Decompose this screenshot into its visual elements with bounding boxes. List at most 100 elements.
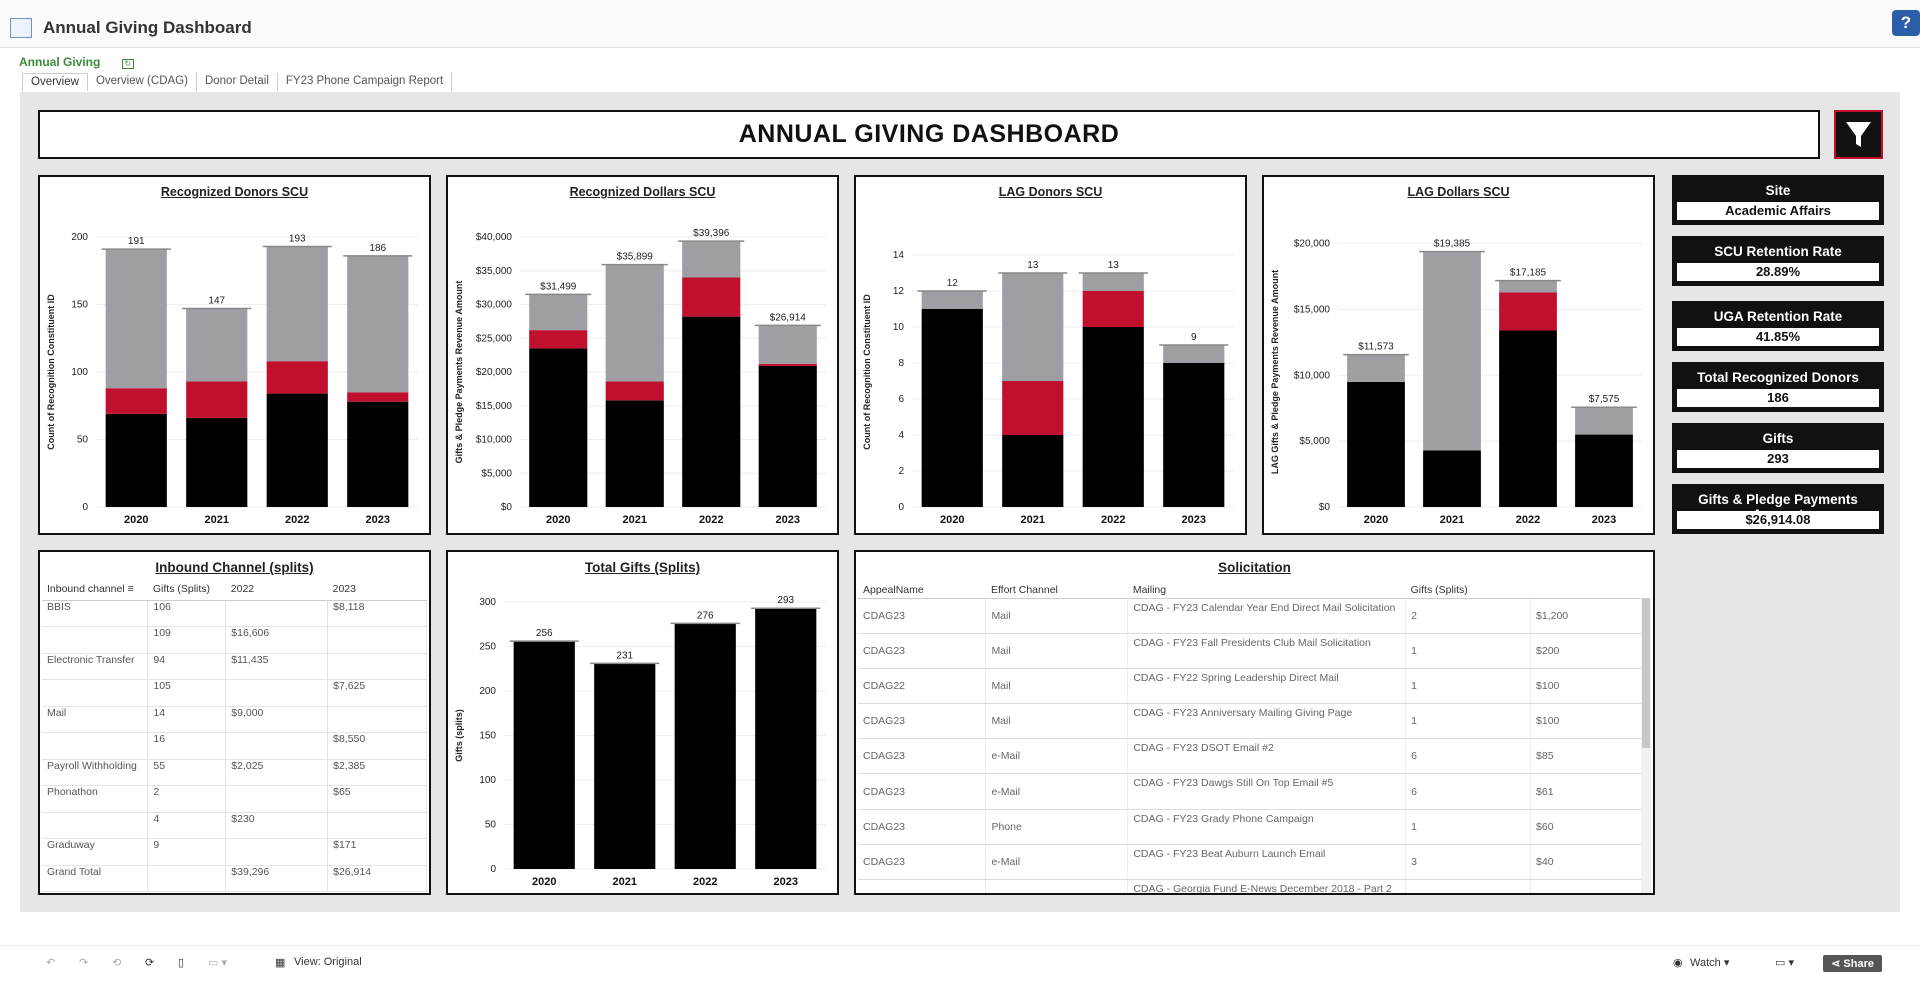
kpi-site: Site Academic Affairs <box>1672 175 1884 225</box>
column-header[interactable]: Mailing <box>1127 582 1406 599</box>
y-tick-label: $0 <box>1319 502 1331 513</box>
kpi-label: Gifts <box>1762 431 1794 446</box>
channel-cell: e-Mail <box>985 738 1129 775</box>
value-cell <box>225 732 329 760</box>
redo-icon[interactable]: ↷ <box>79 957 89 969</box>
y-tick-label: 14 <box>893 250 905 261</box>
table-row[interactable]: 109 $16,606 <box>42 626 427 654</box>
filter-button[interactable] <box>1834 110 1883 159</box>
table-row[interactable]: CDAG23 Mail CDAG - FY23 Calendar Year End … <box>858 598 1642 634</box>
value-cell: 55 <box>147 759 227 786</box>
share-button[interactable]: ⋖ Share <box>1823 955 1882 972</box>
tab-overview-cdag[interactable]: Overview (CDAG) <box>88 73 197 91</box>
device-preview-icon[interactable]: ▭ ▾ <box>208 957 227 969</box>
table-row[interactable]: Electronic Transfer 94 $11,435 <box>42 653 427 680</box>
table-row[interactable]: Phonathon 2 $65 <box>42 785 427 813</box>
value-cell: 109 <box>147 626 227 654</box>
channel-cell: e-Mail <box>985 844 1129 881</box>
column-header[interactable]: 2022 <box>225 583 328 601</box>
channel-cell: Electronic Transfer <box>42 653 149 680</box>
x-tick-label: 2022 <box>693 876 717 888</box>
table-scrollbar[interactable] <box>1641 598 1651 893</box>
x-tick-label: 2023 <box>1592 514 1616 526</box>
table-row[interactable]: Mail 14 $9,000 <box>42 706 427 733</box>
table-row[interactable]: 105 $7,625 <box>42 679 427 707</box>
table-row[interactable]: 4 $230 <box>42 812 427 839</box>
table-row[interactable]: BBIS 106 $8,118 <box>42 600 427 627</box>
mailing-cell: CDAG - FY23 DSOT Email #2 <box>1127 738 1407 775</box>
table-row[interactable]: Graduway 9 $171 <box>42 838 427 866</box>
column-header[interactable]: 2023 <box>327 583 427 601</box>
comment-icon[interactable]: ▭ ▾ <box>1775 957 1794 969</box>
table-row[interactable]: CDAG23 e-Mail CDAG - FY23 DSOT Email #2 6 $8… <box>858 738 1642 775</box>
y-tick-label: $25,000 <box>476 333 513 344</box>
y-tick-label: 300 <box>479 597 496 608</box>
x-tick-label: 2021 <box>613 876 637 888</box>
gifts-cell: 2 <box>1405 598 1532 634</box>
value-cell <box>147 865 227 892</box>
watch-button[interactable]: Watch ▾ <box>1690 957 1730 969</box>
column-header[interactable]: Gifts (Splits) <box>147 583 226 601</box>
undo-icon[interactable]: ↶ <box>46 957 56 969</box>
kpi-value[interactable]: Academic Affairs <box>1677 202 1879 220</box>
y-axis-label: Gifts & Pledge Payments Revenue Amount <box>454 281 464 464</box>
appeal-cell: CDAG22 <box>858 668 987 705</box>
kpi-label: Site <box>1765 183 1791 198</box>
value-cell: $39,296 <box>225 865 329 892</box>
table-row[interactable]: CDAG23 e-Mail CDAG - FY23 Beat Auburn Laun… <box>858 844 1642 881</box>
help-button[interactable]: ? <box>1892 10 1920 36</box>
table-row[interactable]: CDAG22 Mail CDAG - FY22 Spring Leadership … <box>858 668 1642 705</box>
kpi-value: 28.89% <box>1677 263 1879 281</box>
y-tick-label: 100 <box>71 367 88 378</box>
workbook-link[interactable]: Annual Giving <box>19 55 101 69</box>
refresh-data-icon[interactable]: ⟳ <box>145 957 155 969</box>
bar-segment <box>266 246 328 362</box>
amount-cell: $61 <box>1530 773 1642 810</box>
amount-cell: $85 <box>1530 738 1642 775</box>
column-header[interactable]: AppealName <box>858 582 986 599</box>
y-axis-label: Gifts (splits) <box>454 709 464 762</box>
scrollbar-thumb[interactable] <box>1642 598 1650 748</box>
table-row[interactable]: CDAG23 e-Mail CDAG - FY23 Dawgs Still On T… <box>858 773 1642 810</box>
y-tick-label: 200 <box>479 686 496 697</box>
table-row[interactable]: CDAG - Georgia Fund E-News December 2018… <box>858 879 1642 893</box>
table-row[interactable]: CDAG23 Phone CDAG - FY23 Grady Phone Campa… <box>858 809 1642 845</box>
channel-cell: Mail <box>985 668 1129 705</box>
y-tick-label: $15,000 <box>1294 304 1331 315</box>
refresh-icon[interactable]: ↻ <box>121 59 134 69</box>
inbound-table: Inbound channel ≡ Gifts (Splits) 2022 20… <box>42 583 427 892</box>
solicitation-panel: Solicitation AppealName Effort Channel M… <box>854 550 1655 895</box>
revert-icon[interactable]: ⟲ <box>112 957 122 969</box>
column-header[interactable]: Effort Channel <box>985 582 1128 599</box>
column-header[interactable]: Gifts (Splits) <box>1405 582 1531 599</box>
tab-overview[interactable]: Overview <box>22 73 88 91</box>
bar-segment <box>1002 273 1064 381</box>
bar-segment <box>1163 345 1225 363</box>
table-row[interactable]: CDAG23 Mail CDAG - FY23 Fall Presidents Cl… <box>858 633 1642 669</box>
table-row[interactable]: Payroll Withholding 55 $2,025 $2,385 <box>42 759 427 786</box>
chart-title: LAG Donors SCU <box>998 185 1103 199</box>
table-row[interactable]: CDAG23 Mail CDAG - FY23 Anniversary Mailin… <box>858 703 1642 740</box>
sort-icon[interactable]: ≡ <box>127 583 134 595</box>
channel-cell: Mail <box>985 633 1129 669</box>
column-header[interactable] <box>1530 582 1642 599</box>
value-cell: $7,625 <box>327 679 427 707</box>
table-row[interactable]: 16 $8,550 <box>42 732 427 760</box>
y-tick-label: $20,000 <box>476 367 513 378</box>
inbound-channel-panel: Inbound Channel (splits) Inbound channel… <box>38 550 431 895</box>
bar-segment <box>513 641 575 869</box>
appeal-cell: CDAG23 <box>858 738 987 775</box>
y-tick-label: $40,000 <box>476 232 513 243</box>
kpi-gifts: Gifts 293 <box>1672 423 1884 473</box>
kpi-total-donors: Total Recognized Donors 186 <box>1672 362 1884 412</box>
pause-icon[interactable]: ▯ <box>178 957 185 969</box>
tab-donor-detail[interactable]: Donor Detail <box>197 73 278 91</box>
table-row[interactable]: Grand Total $39,296 $26,914 <box>42 865 427 892</box>
y-tick-label: 8 <box>898 358 904 369</box>
bar-segment <box>529 294 588 331</box>
tab-fy23-phone-campaign[interactable]: FY23 Phone Campaign Report <box>278 73 453 91</box>
y-tick-label: $35,000 <box>476 266 513 277</box>
view-original-button[interactable]: View: Original <box>294 956 362 968</box>
column-header[interactable]: Inbound channel ≡ <box>42 583 148 601</box>
bar-total-label: $31,499 <box>540 281 577 292</box>
